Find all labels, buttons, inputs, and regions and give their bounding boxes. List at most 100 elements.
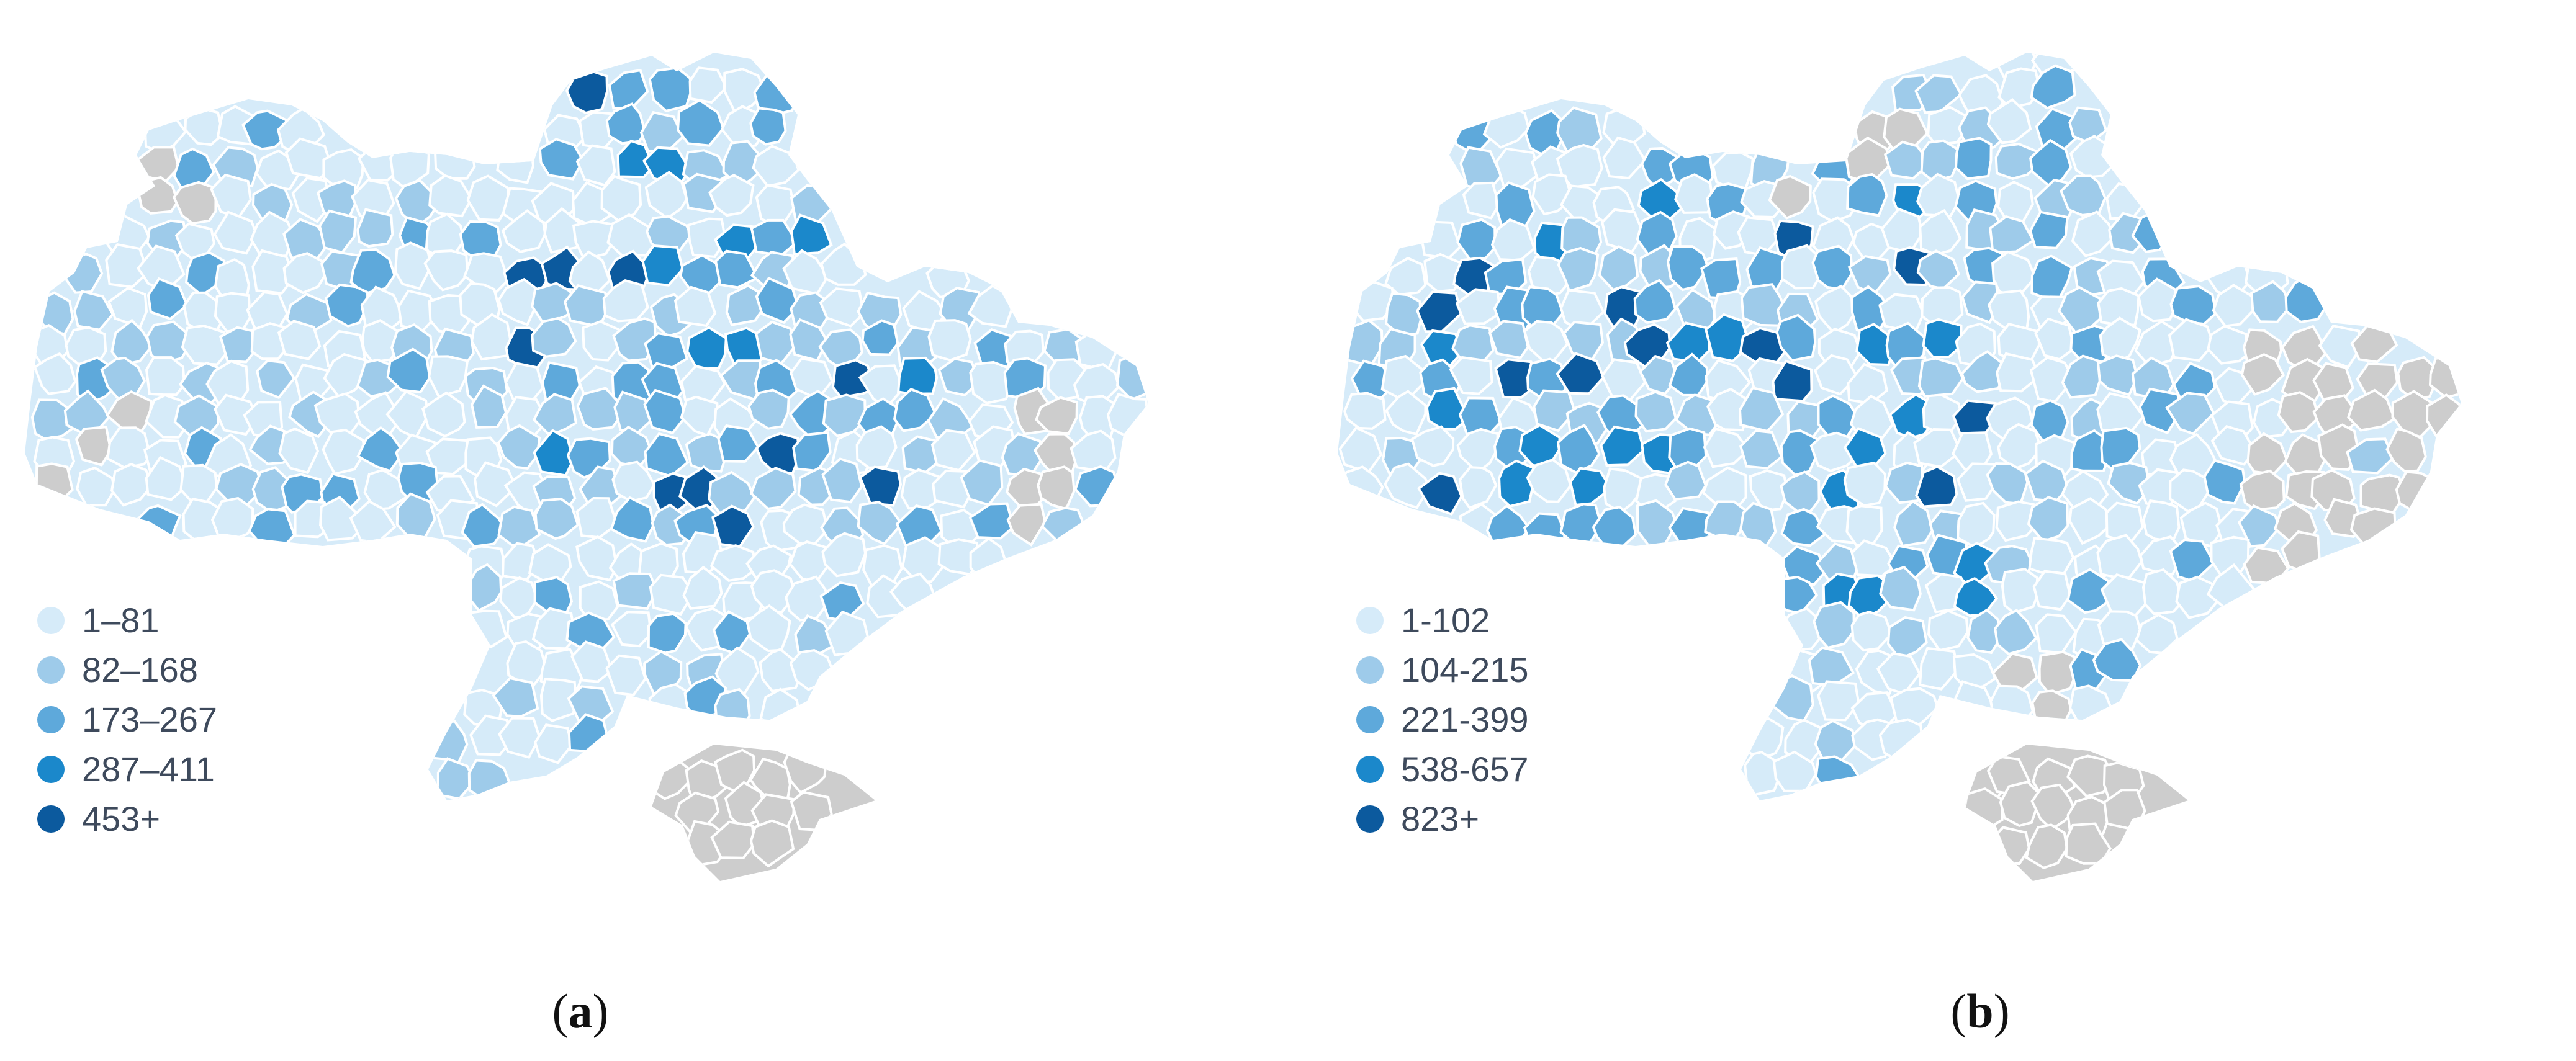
district-polygon <box>2346 437 2395 475</box>
district-polygon <box>611 460 656 503</box>
district-polygon <box>76 466 116 507</box>
district-polygon <box>647 612 687 655</box>
district-polygon <box>968 502 1015 540</box>
district-polygon <box>469 714 513 756</box>
district-polygon <box>1919 208 1962 256</box>
district-polygon <box>1037 465 1076 511</box>
district-polygon <box>291 176 333 223</box>
district-polygon <box>2395 470 2440 514</box>
district-polygon <box>433 138 476 180</box>
district-polygon <box>2065 822 2112 865</box>
district-polygon <box>394 241 433 290</box>
district-polygon <box>2031 689 2073 730</box>
district-polygon <box>1633 279 1677 325</box>
district-polygon <box>831 359 876 399</box>
district-polygon <box>538 138 585 181</box>
district-polygon <box>686 326 727 370</box>
district-polygon <box>461 503 507 548</box>
district-polygon <box>714 249 760 289</box>
district-polygon <box>1997 423 2043 470</box>
legend-item: 173–267 <box>37 695 217 745</box>
district-polygon <box>1006 503 1047 547</box>
district-polygon <box>1498 459 1537 508</box>
map-panel-a: 1–81 82–168 173–267 287–411 453+ (a) <box>25 53 1148 1038</box>
district-polygon <box>213 210 258 255</box>
district-polygon <box>1999 780 2041 828</box>
district-polygon <box>498 717 541 759</box>
district-polygon <box>145 356 186 396</box>
district-polygon <box>1918 647 1960 691</box>
district-polygon <box>582 320 624 362</box>
legend-swatch <box>1356 607 1384 634</box>
district-polygon <box>710 820 755 859</box>
district-polygon <box>146 277 189 321</box>
district-polygon <box>1843 461 1887 507</box>
district-polygon <box>1960 350 2009 393</box>
district-polygon <box>1749 469 1789 512</box>
district-polygon <box>394 179 439 229</box>
district-polygon <box>1739 501 1777 547</box>
district-polygon <box>110 318 153 367</box>
district-polygon <box>1455 288 1502 325</box>
district-polygon <box>1744 751 1782 797</box>
district-polygon <box>605 654 647 697</box>
legend-item: 453+ <box>37 794 217 844</box>
district-polygon <box>1986 97 2032 145</box>
district-polygon <box>423 249 469 292</box>
district-polygon <box>539 678 578 722</box>
district-polygon <box>714 687 751 736</box>
district-polygon <box>1956 501 1996 549</box>
district-polygon <box>1915 465 1958 508</box>
legend-item: 538-657 <box>1356 745 1529 794</box>
district-polygon <box>1634 390 1678 433</box>
district-polygon <box>322 428 366 475</box>
district-polygon <box>1740 283 1789 327</box>
district-polygon <box>501 209 547 253</box>
legend-swatch <box>1356 656 1384 684</box>
district-polygon <box>74 426 112 467</box>
district-polygon <box>2385 427 2427 473</box>
district-polygon <box>612 572 659 610</box>
district-polygon <box>2277 391 2320 434</box>
district-polygon <box>1850 539 1898 578</box>
district-polygon <box>2138 387 2182 435</box>
district-polygon <box>428 174 473 218</box>
district-polygon <box>1703 427 1750 468</box>
district-polygon <box>688 66 728 104</box>
district-polygon <box>1997 67 2042 110</box>
legend-item: 104-215 <box>1356 645 1529 695</box>
legend-item: 221-399 <box>1356 695 1529 745</box>
district-polygon <box>1996 352 2042 393</box>
district-polygon <box>282 252 327 295</box>
district-polygon <box>2107 462 2151 505</box>
district-polygon <box>2038 650 2077 696</box>
district-polygon <box>1385 390 1427 436</box>
legend-label: 1–81 <box>82 601 160 640</box>
district-polygon <box>251 249 295 295</box>
district-polygon <box>428 355 469 398</box>
district-polygon <box>1817 680 1860 722</box>
district-polygon <box>278 427 320 475</box>
district-polygon <box>2034 317 2076 361</box>
district-polygon <box>2029 210 2069 249</box>
map-panel-b: 1-102 104-215 221-399 538-657 823+ (b) <box>1288 0 2576 1061</box>
district-polygon <box>105 243 150 289</box>
district-polygon <box>1449 356 1493 395</box>
district-polygon <box>1927 609 1969 652</box>
district-polygon <box>1417 472 1463 516</box>
district-polygon <box>861 319 899 356</box>
legend-label: 538-657 <box>1401 750 1529 789</box>
district-polygon <box>2179 501 2223 548</box>
district-polygon <box>606 213 655 257</box>
district-polygon <box>616 139 655 179</box>
district-polygon <box>1850 611 1893 652</box>
district-polygon <box>1846 172 1888 217</box>
district-polygon <box>421 391 466 438</box>
district-polygon <box>1917 357 1965 398</box>
district-polygon <box>1913 428 1963 468</box>
legend-item: 823+ <box>1356 794 1529 844</box>
district-polygon <box>2025 823 2068 869</box>
district-polygon <box>709 544 757 582</box>
district-polygon <box>2175 575 2218 619</box>
district-polygon <box>2027 496 2069 543</box>
